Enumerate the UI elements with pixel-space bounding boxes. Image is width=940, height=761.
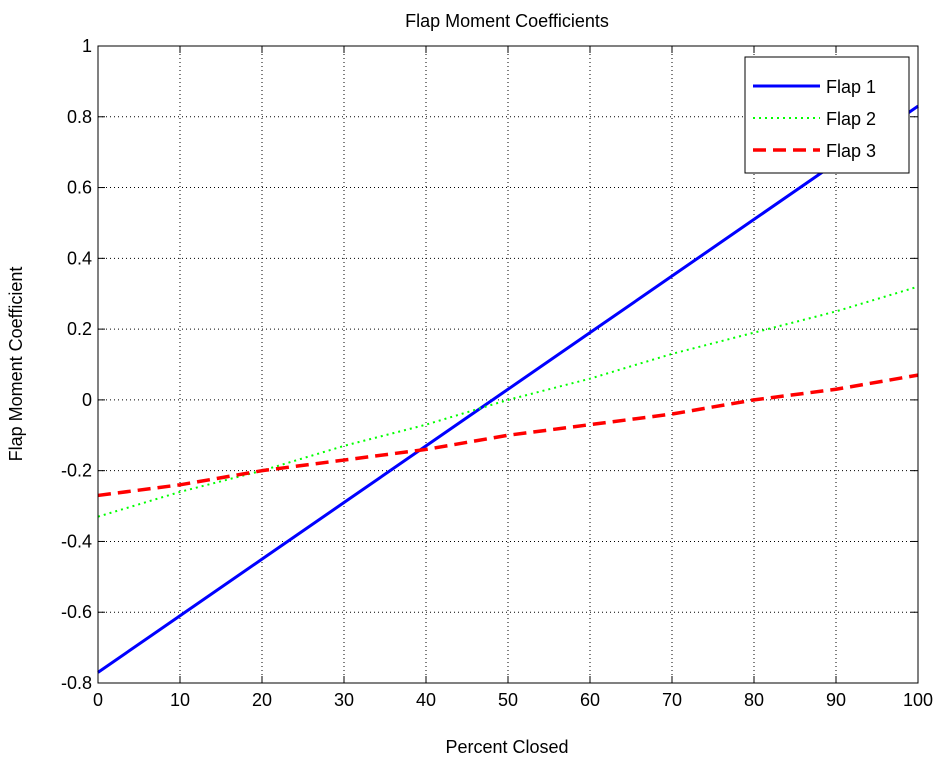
x-tick-labels: 0 10 20 30 40 50 60 70 80 90 100 [93,690,933,710]
y-tick-label: -0.8 [61,673,92,693]
x-tick-label: 50 [498,690,518,710]
x-tick-label: 40 [416,690,436,710]
y-tick-labels: -0.8 -0.6 -0.4 -0.2 0 0.2 0.4 0.6 0.8 1 [61,36,92,693]
y-tick-label: 0.8 [67,107,92,127]
x-tick-label: 80 [744,690,764,710]
y-tick-label: -0.6 [61,602,92,622]
x-tick-label: 70 [662,690,682,710]
y-tick-label: 1 [82,36,92,56]
x-tick-label: 20 [252,690,272,710]
legend-label-2: Flap 2 [826,109,876,129]
y-tick-label: 0.4 [67,248,92,268]
x-tick-label: 60 [580,690,600,710]
x-tick-label: 100 [903,690,933,710]
y-tick-label: -0.2 [61,461,92,481]
y-tick-label: -0.4 [61,531,92,551]
chart-title: Flap Moment Coefficients [405,11,609,31]
y-tick-label: 0.6 [67,178,92,198]
plot-frame [97,45,919,684]
series-line-2 [97,285,919,518]
x-tick-label: 0 [93,690,103,710]
y-tick-label: 0 [82,390,92,410]
legend: Flap 1 Flap 2 Flap 3 [744,56,910,174]
series-line-3 [97,373,919,498]
x-tick-label: 90 [826,690,846,710]
x-tick-label: 30 [334,690,354,710]
y-axis-label: Flap Moment Coefficient [6,267,26,462]
grid-lines [98,46,918,683]
x-tick-label: 10 [170,690,190,710]
legend-box [744,56,910,174]
series-line-1 [97,104,919,674]
x-axis-label: Percent Closed [445,737,568,757]
legend-label-3: Flap 3 [826,141,876,161]
data-series [97,104,919,674]
y-tick-label: 0.2 [67,319,92,339]
legend-label-1: Flap 1 [826,77,876,97]
